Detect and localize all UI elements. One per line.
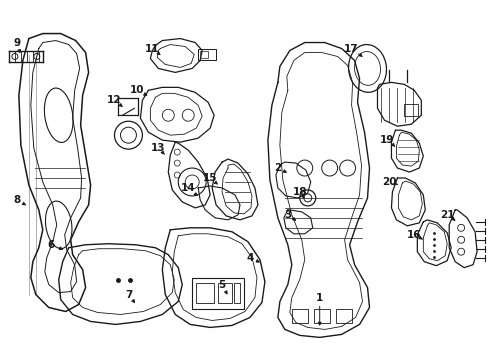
Text: 19: 19 (380, 135, 394, 145)
Text: 16: 16 (407, 230, 421, 240)
Bar (292, 310, 308, 323)
Bar (404, 104, 418, 116)
Text: 10: 10 (130, 85, 145, 95)
Bar (198, 49, 216, 60)
Text: 17: 17 (344, 44, 359, 54)
Text: 14: 14 (181, 183, 196, 193)
Text: 12: 12 (107, 95, 122, 105)
Text: 7: 7 (125, 289, 132, 300)
Text: 15: 15 (203, 173, 218, 183)
Text: 11: 11 (145, 44, 160, 54)
Bar (192, 278, 244, 310)
Text: 18: 18 (293, 187, 307, 197)
Bar (218, 283, 232, 302)
Text: 21: 21 (440, 210, 454, 220)
Bar (234, 283, 240, 302)
Text: 5: 5 (219, 280, 226, 289)
Bar (196, 283, 214, 302)
Bar (200, 50, 208, 58)
Text: 6: 6 (47, 240, 54, 250)
Text: 20: 20 (382, 177, 397, 187)
Bar (336, 310, 352, 323)
Text: 4: 4 (246, 253, 254, 263)
Text: 1: 1 (316, 293, 323, 302)
Bar (314, 310, 330, 323)
Text: 2: 2 (274, 163, 281, 173)
Text: 8: 8 (13, 195, 21, 205)
Text: 3: 3 (284, 210, 292, 220)
Text: 9: 9 (13, 37, 21, 48)
Text: 13: 13 (151, 143, 166, 153)
